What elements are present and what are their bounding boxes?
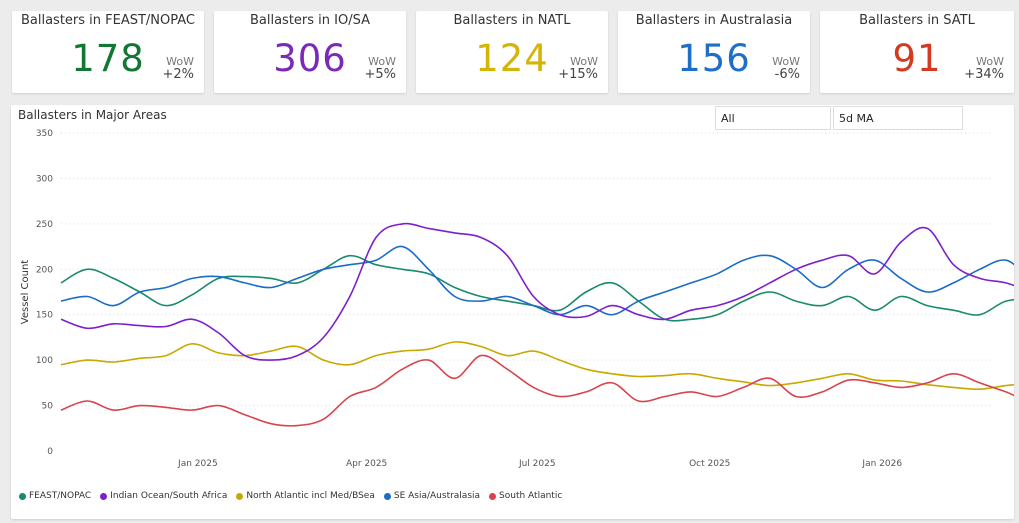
kpi-wow-label: WoW (368, 55, 396, 68)
y-tick-label: 50 (42, 402, 54, 412)
kpi-card-feast[interactable]: Ballasters in FEAST/NOPAC 178 WoW +2% (12, 11, 204, 93)
y-axis-ticks: 0 50 100 150 200 250 300 350 (36, 129, 53, 457)
kpi-value: 91 (892, 37, 942, 80)
kpi-title: Ballasters in SATL (859, 13, 975, 28)
kpi-wow: WoW +5% (364, 55, 396, 81)
kpi-card-satl[interactable]: Ballasters in SATL 91 WoW +34% (820, 11, 1014, 93)
kpi-value: 306 (273, 37, 347, 80)
legend-marker-icon (383, 492, 391, 500)
y-tick-label: 200 (36, 265, 53, 275)
kpi-value: 124 (475, 37, 549, 80)
y-tick-label: 350 (36, 129, 53, 139)
series-lines (60, 222, 1014, 427)
kpi-wow-label: WoW (570, 55, 598, 68)
legend-label: SE Asia/Australasia (393, 491, 481, 501)
x-tick-label: Jan 2025 (177, 459, 218, 469)
kpi-title: Ballasters in Australasia (635, 13, 793, 28)
x-tick-label: Oct 2025 (689, 459, 730, 469)
kpi-wow-label: WoW (166, 55, 194, 68)
y-tick-label: 100 (36, 356, 53, 366)
kpi-wow-change: -6% (774, 67, 800, 82)
line-chart: 0 50 100 150 200 250 300 350 Jan 2025 Apr 2025 Ju… (20, 129, 1014, 469)
kpi-wow-change: +34% (964, 67, 1004, 82)
kpi-title: Ballasters in IO/SA (249, 13, 370, 28)
kpi-value: 178 (71, 37, 145, 80)
legend-item[interactable]: Indian Ocean/South Africa (100, 491, 227, 501)
range-slicer[interactable]: All (715, 106, 831, 130)
legend-item[interactable]: FEAST/NOPAC (19, 491, 91, 501)
kpi-card-io-sa[interactable]: Ballasters in IO/SA 306 WoW +5% (214, 11, 406, 93)
y-tick-label: 300 (36, 174, 53, 184)
kpi-wow: WoW -6% (772, 55, 800, 81)
kpi-wow: WoW +34% (964, 55, 1004, 81)
series-line-indian-ocean-south-africa (60, 222, 1014, 361)
smoothing-slicer[interactable]: 5d MA (833, 106, 963, 130)
legend-label: FEAST/NOPAC (29, 491, 92, 501)
legend-label: Indian Ocean/South Africa (110, 491, 228, 501)
legend-item[interactable]: South Atlantic (489, 491, 562, 501)
kpi-wow: WoW +15% (558, 55, 598, 81)
kpi-wow-label: WoW (772, 55, 800, 68)
kpi-wow-change: +15% (558, 67, 598, 82)
kpi-wow-label: WoW (976, 55, 1004, 68)
series-line-south-atlantic (60, 354, 1014, 427)
kpi-wow: WoW +2% (162, 55, 194, 81)
legend-item[interactable]: North Atlantic incl Med/BSea (236, 491, 375, 501)
y-tick-label: 250 (36, 220, 53, 230)
chart-panel: Ballasters in Major Areas All 5d MA 0 50 1… (11, 105, 1014, 519)
x-tick-label: Apr 2025 (346, 459, 387, 469)
y-tick-label: 150 (36, 311, 53, 321)
series-line-north-atlantic-incl-med-bsea (60, 341, 1014, 391)
legend-label: South Atlantic (499, 491, 563, 501)
legend-item[interactable]: SE Asia/Australasia (383, 491, 481, 501)
legend-marker-icon (100, 492, 108, 500)
kpi-title: Ballasters in FEAST/NOPAC (20, 13, 196, 28)
legend-marker-icon (19, 492, 26, 500)
x-tick-label: Jan 2026 (861, 459, 902, 469)
y-axis-label: Vessel Count (20, 260, 31, 325)
legend-marker-icon (489, 492, 497, 500)
kpi-wow-change: +2% (162, 67, 194, 82)
grid (61, 132, 991, 407)
y-tick-label: 0 (47, 447, 53, 457)
legend-marker-icon (236, 492, 244, 500)
legend-label: North Atlantic incl Med/BSea (246, 491, 375, 501)
kpi-title: Ballasters in NATL (453, 13, 571, 28)
chart-legend: FEAST/NOPAC Indian Ocean/South Africa Nort… (19, 491, 562, 501)
chart-title: Ballasters in Major Areas (18, 108, 167, 122)
series-line-se-asia-australasia (60, 245, 1014, 316)
kpi-card-natl[interactable]: Ballasters in NATL 124 WoW +15% (416, 11, 608, 93)
x-axis-ticks: Jan 2025 Apr 2025 Jul 2025 Oct 2025 Jan 2026 (177, 459, 902, 469)
x-tick-label: Jul 2025 (518, 459, 556, 469)
kpi-wow-change: +5% (364, 67, 396, 82)
kpi-card-australasia[interactable]: Ballasters in Australasia 156 WoW -6% (618, 11, 810, 93)
series-line-feast-nopac (60, 254, 1014, 322)
kpi-value: 156 (677, 37, 751, 80)
